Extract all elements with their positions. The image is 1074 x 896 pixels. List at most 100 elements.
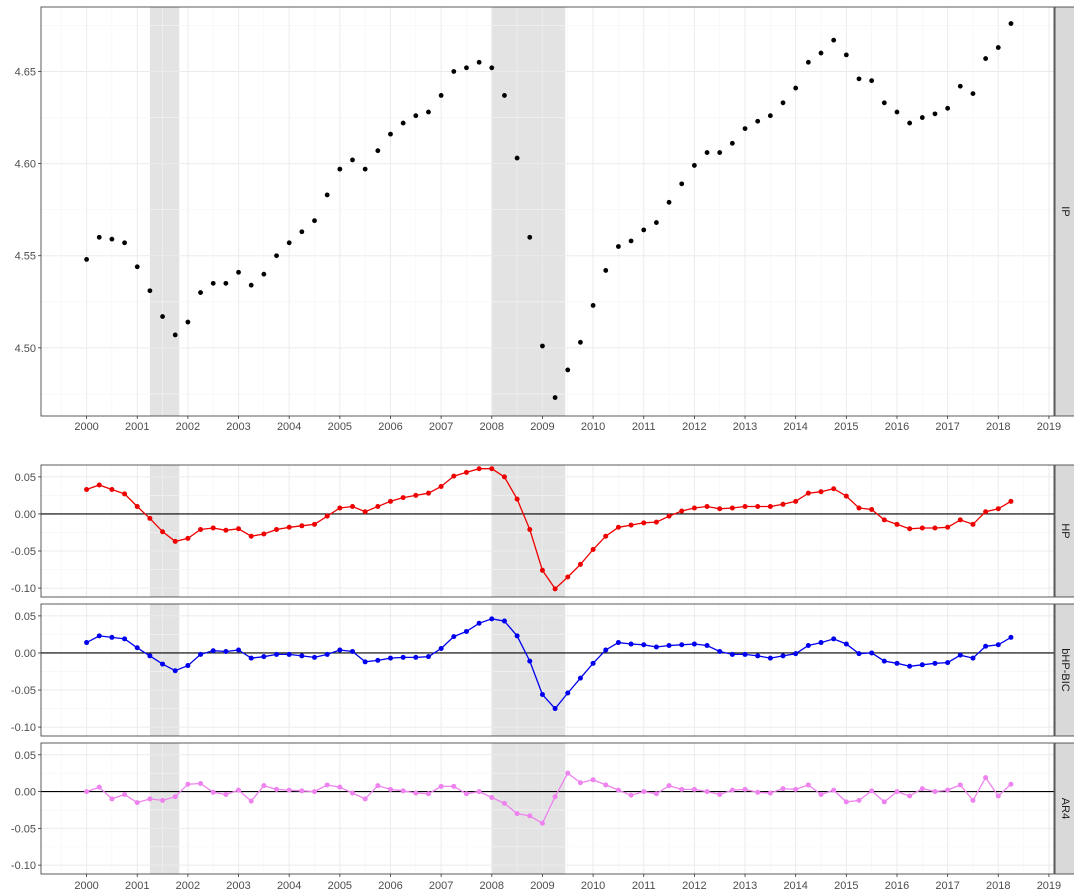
data-point [970, 521, 976, 527]
recession-band [491, 604, 566, 736]
data-point [160, 314, 165, 319]
data-point [679, 786, 685, 792]
data-point [527, 527, 533, 533]
y-tick-label: 0.05 [15, 472, 36, 484]
data-point [552, 794, 558, 800]
y-tick-label: 4.65 [15, 66, 36, 78]
data-point [881, 100, 887, 106]
facet-strip [1054, 742, 1074, 875]
data-point [970, 655, 976, 661]
data-point [983, 775, 989, 781]
data-point [995, 642, 1001, 648]
y-tick-label: -0.05 [11, 685, 36, 697]
data-point [134, 504, 140, 510]
x-tick-label: 2019 [1037, 421, 1061, 433]
x-tick-label: 2005 [328, 880, 352, 892]
data-point [337, 784, 343, 790]
data-point [755, 504, 761, 510]
data-point [932, 111, 938, 117]
y-tick-label: 4.50 [15, 343, 36, 355]
data-point [653, 220, 659, 225]
data-point [248, 798, 254, 804]
data-point [831, 486, 837, 492]
x-tick-label: 2010 [581, 421, 605, 433]
data-point [463, 791, 469, 797]
data-point [552, 395, 558, 400]
x-tick-label: 2017 [935, 880, 959, 892]
data-point [476, 789, 482, 795]
data-point [945, 660, 951, 666]
data-point [400, 120, 406, 126]
data-point [805, 59, 811, 65]
panel-border [40, 742, 1055, 875]
data-point [413, 113, 419, 119]
panel-border [40, 603, 1055, 737]
facet-strip [1054, 6, 1074, 417]
data-point [451, 783, 457, 789]
data-point [312, 789, 318, 795]
data-point [729, 787, 735, 793]
data-point [248, 655, 254, 661]
data-point [527, 813, 533, 819]
data-point [957, 652, 963, 658]
data-point [489, 794, 495, 800]
data-point [932, 525, 938, 531]
x-tick-label: 2006 [378, 421, 402, 433]
data-point [261, 531, 267, 537]
recession-band [149, 743, 180, 874]
data-point [565, 770, 571, 776]
data-point [147, 653, 153, 659]
data-point [590, 660, 596, 666]
x-tick-label: 2007 [429, 880, 453, 892]
data-point [932, 789, 938, 795]
data-point [919, 525, 925, 531]
data-point [236, 526, 242, 532]
data-point [362, 509, 368, 515]
panel-border [40, 464, 1055, 598]
facet-strip-label: AR4 [1059, 798, 1071, 819]
data-point [894, 109, 900, 115]
data-point [223, 527, 229, 533]
data-point [983, 509, 989, 515]
data-point [349, 504, 355, 510]
data-point [514, 811, 520, 817]
data-point [641, 227, 647, 233]
data-point [312, 521, 318, 527]
x-tick-label: 2012 [682, 421, 706, 433]
y-tick-label: -0.10 [11, 583, 36, 595]
data-point [932, 660, 938, 666]
y-tick-label: -0.05 [11, 546, 36, 558]
data-point [451, 634, 457, 640]
data-point [387, 786, 393, 792]
data-point [881, 799, 887, 805]
data-point [729, 651, 735, 657]
x-tick-label: 2013 [733, 421, 757, 433]
data-point [489, 616, 495, 622]
data-point [856, 651, 862, 657]
data-point [628, 238, 634, 244]
data-point [742, 126, 748, 131]
data-point [476, 620, 482, 626]
data-point [527, 234, 533, 240]
data-point [691, 786, 697, 792]
data-point [236, 787, 242, 793]
data-point [413, 492, 419, 498]
data-point [375, 504, 381, 510]
data-point [780, 501, 786, 507]
data-point [349, 790, 355, 796]
data-point [907, 120, 913, 126]
data-point [881, 517, 887, 523]
data-point [843, 641, 849, 647]
data-point [425, 654, 431, 660]
data-point [286, 787, 292, 793]
data-point [160, 661, 166, 667]
data-point [767, 504, 773, 510]
data-point [1008, 21, 1014, 26]
data-point [324, 782, 330, 788]
x-tick-label: 2015 [834, 421, 858, 433]
data-point [843, 493, 849, 499]
data-point [350, 157, 355, 163]
data-point [96, 784, 102, 790]
data-point [84, 640, 90, 646]
data-point [907, 793, 913, 799]
